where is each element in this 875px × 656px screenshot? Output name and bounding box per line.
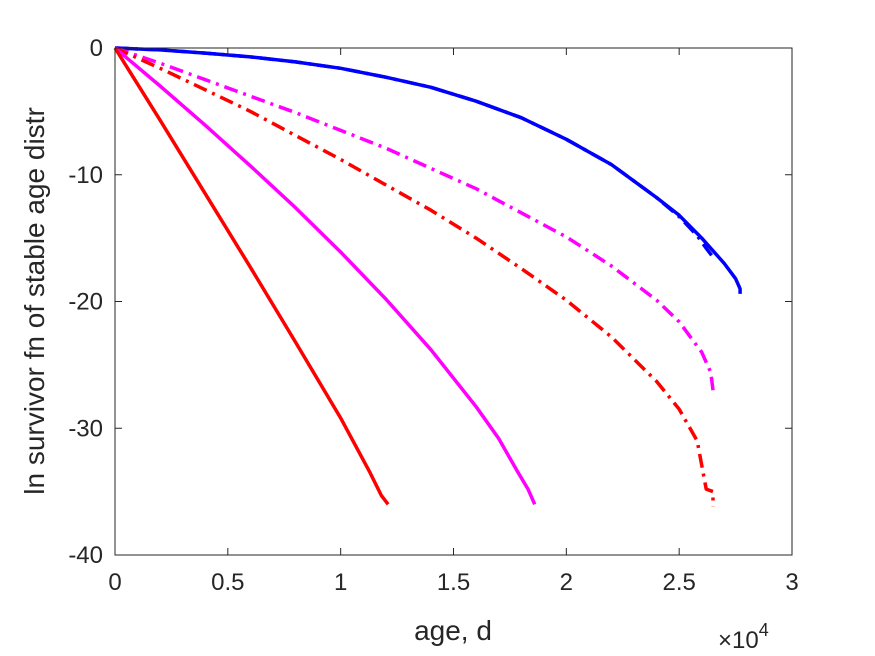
x-tick-label: 2 [560,569,573,596]
y-tick-label: -30 [68,415,103,442]
x-axis-exponent-label: ×104 [718,620,769,654]
plot-area [115,48,792,555]
x-tick-label: 3 [785,569,798,596]
y-tick-label: -20 [68,289,103,316]
tick-layer: 0 0.5 1 1.5 2 2.5 3 -40 -30 -20 -10 0 [68,35,798,596]
series-line-2 [114,46,715,259]
y-axis-label: ln survivor fn of stable age distr [19,107,50,495]
x-axis-label: age, d [414,615,492,646]
series-line-4 [114,46,715,507]
x-tick-label: 1 [334,569,347,596]
series-line-5 [113,46,537,506]
exponent-power: 4 [759,620,769,640]
series-line-6 [113,47,390,506]
series-layer [113,46,742,507]
series-line-3 [114,46,715,391]
x-tick-label: 0.5 [211,569,244,596]
y-tick-label: -10 [68,162,103,189]
x-tick-label: 0 [108,569,121,596]
x-tick-label: 2.5 [662,569,695,596]
y-tick-label: -40 [68,542,103,569]
y-tick-label: 0 [90,35,103,62]
x-tick-label: 1.5 [437,569,470,596]
exponent-base: ×10 [718,627,759,654]
